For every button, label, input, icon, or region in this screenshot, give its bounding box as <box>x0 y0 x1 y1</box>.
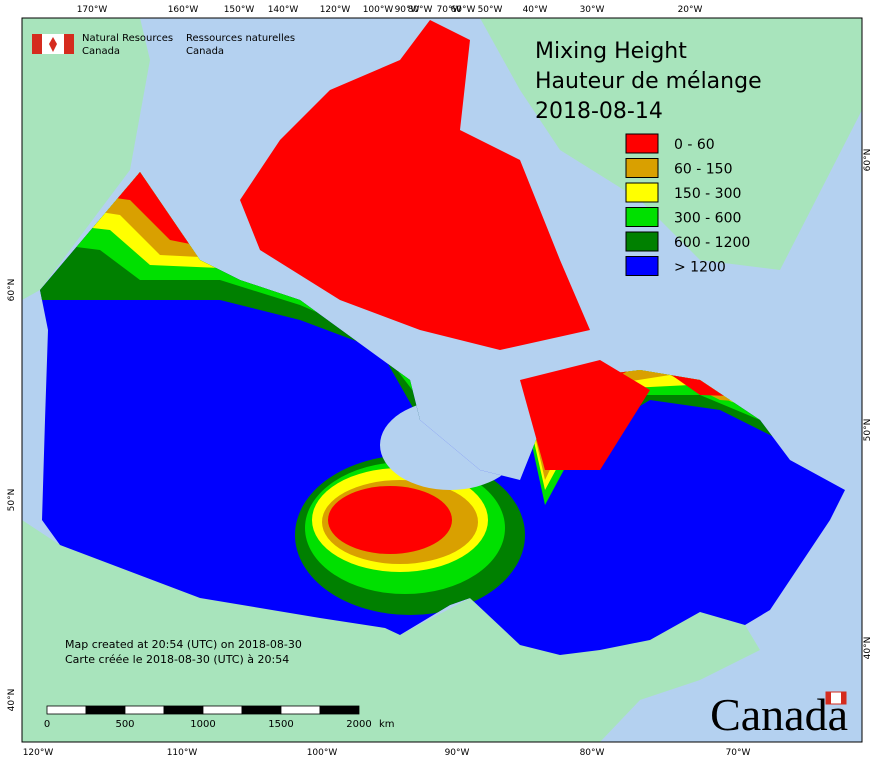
legend-swatch <box>625 158 659 178</box>
legend-swatch <box>625 133 659 154</box>
northern-quebec <box>520 360 650 470</box>
legend: 0 - 60 60 - 150 150 - 300 300 - 600 600 - 12… <box>625 133 750 276</box>
graticule-label: 60°W <box>451 5 476 15</box>
scale-label: 2000 <box>346 719 371 730</box>
legend-label: > 1200 <box>674 260 726 276</box>
legend-swatch <box>625 182 659 203</box>
scale-segment <box>241 705 282 715</box>
org-en: Natural Resources <box>82 33 173 44</box>
note: Map created at 20:54 (UTC) on 2018-08-30 <box>65 638 302 651</box>
scale-segment <box>124 705 165 715</box>
scale-label: 0 <box>44 719 50 730</box>
graticule-label: 40°N <box>7 689 17 712</box>
wordmark-flag <box>826 692 831 704</box>
legend-label: 150 - 300 <box>674 186 741 202</box>
scale-unit: km <box>379 719 395 730</box>
org-fr: Ressources naturelles <box>186 33 295 44</box>
legend-label: 300 - 600 <box>674 211 741 227</box>
scale-segment <box>46 705 87 715</box>
legend-label: 60 - 150 <box>674 162 733 178</box>
graticule-label: 40°N <box>863 637 873 660</box>
flag-band <box>64 34 74 54</box>
graticule-label: 140°W <box>268 5 299 15</box>
graticule-label: 40°W <box>523 5 548 15</box>
graticule-label: 70°W <box>437 5 462 15</box>
graticule-label: 20°W <box>678 5 703 15</box>
graticule-label: 80°W <box>580 748 605 758</box>
graticule-label: 150°W <box>224 5 255 15</box>
graticule-label: 160°W <box>168 5 199 15</box>
scale-segment <box>85 705 126 715</box>
scale-label: 500 <box>115 719 134 730</box>
scale-label: 1500 <box>268 719 293 730</box>
title: Hauteur de mélange <box>535 69 762 94</box>
graticule-label: 30°W <box>580 5 605 15</box>
alaska <box>22 18 150 300</box>
graticule-label: 80°W <box>408 5 433 15</box>
graticule-label: 120°W <box>23 748 54 758</box>
note: Carte créée le 2018-08-30 (UTC) à 20:54 <box>65 653 289 666</box>
org-fr: Canada <box>186 46 224 57</box>
scale-segment <box>202 705 243 715</box>
maple-leaf <box>49 37 57 52</box>
scale-segment <box>163 705 204 715</box>
graticule-label: 60°N <box>7 279 17 302</box>
graticule-label: 60°N <box>863 149 873 172</box>
graticule-label: 110°W <box>167 748 198 758</box>
legend-label: 0 - 60 <box>674 137 715 153</box>
graticule-label: 90°W <box>445 748 470 758</box>
wordmark-flag <box>841 692 846 704</box>
scale-segment <box>280 705 321 715</box>
scale-segment <box>319 705 360 715</box>
wordmark: Canada <box>710 689 848 740</box>
flag-band <box>32 34 42 54</box>
greenland <box>480 18 862 270</box>
graticule-labels: 170°W 160°W 150°W 140°W 120°W 100°W 90°W80°W 70… <box>7 5 873 758</box>
graticule-label: 100°W <box>363 5 394 15</box>
graticule-label: 90°W <box>395 5 420 15</box>
graticule-label: 120°W <box>320 5 351 15</box>
usa <box>22 520 760 742</box>
arctic-islands <box>240 20 590 350</box>
title: 2018-08-14 <box>535 99 663 124</box>
scale-label: 1000 <box>190 719 215 730</box>
org-en: Canada <box>82 46 120 57</box>
frame <box>21 17 863 743</box>
legend-label: 600 - 1200 <box>674 235 750 251</box>
legend-swatch <box>625 207 659 227</box>
title: Mixing Height <box>535 39 687 64</box>
map-body <box>22 18 862 742</box>
graticule-label: 50°N <box>863 419 873 442</box>
graticule-label: 50°W <box>478 5 503 15</box>
graticule-label: 70°W <box>726 748 751 758</box>
graticule-label: 50°N <box>7 489 17 512</box>
legend-swatch <box>625 231 659 252</box>
graticule-label: 170°W <box>77 5 108 15</box>
graticule-label: 100°W <box>307 748 338 758</box>
scale-bar: 0 500 1000 1500 2000 km <box>44 705 395 730</box>
legend-swatch <box>625 256 659 276</box>
